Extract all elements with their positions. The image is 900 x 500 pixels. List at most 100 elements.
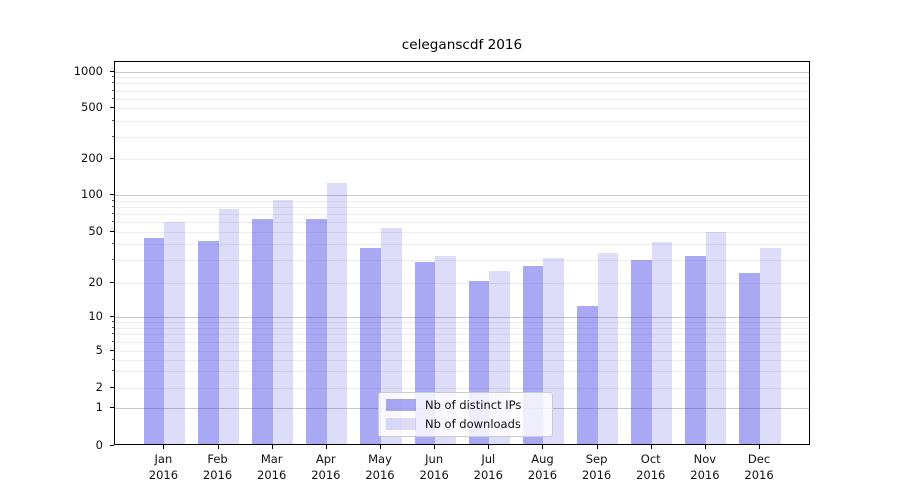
- x-tick-label-may: May 2016: [348, 451, 412, 483]
- y-tick-label-10: 10: [88, 309, 103, 323]
- bar-downloads-may: [381, 227, 402, 444]
- y-tick-mark-2: [109, 386, 114, 388]
- bar-downloads-nov: [705, 232, 727, 444]
- y-tick-label-500: 500: [81, 100, 103, 115]
- bar-downloads-dec: [760, 248, 781, 444]
- y-gridline-minor-5: [115, 350, 809, 352]
- x-tick-label-feb: Feb 2016: [186, 451, 250, 483]
- bar-distinct-ips-oct: [631, 260, 652, 444]
- bar-distinct-ips-nov: [685, 256, 706, 444]
- y-minor-tick-mark-6: [111, 340, 114, 342]
- y-minor-tick-mark-80: [111, 206, 114, 208]
- legend-entry-downloads: Nb of downloads: [386, 417, 544, 431]
- y-gridline-minor-7: [115, 334, 809, 336]
- x-tick-year-apr: 2016: [311, 468, 341, 482]
- bar-distinct-ips-apr: [306, 218, 327, 444]
- y-gridline-minor-70: [115, 214, 809, 216]
- x-tick-label-sep: Sep 2016: [565, 451, 629, 483]
- legend-label-downloads: Nb of downloads: [425, 417, 521, 431]
- y-tick-label-1: 1: [95, 400, 103, 415]
- y-minor-tick-mark-8: [111, 326, 114, 328]
- x-tick-label-mar: Mar 2016: [240, 451, 304, 483]
- x-tick-mark-mar: [271, 445, 273, 449]
- y-minor-tick-mark-90: [111, 199, 114, 201]
- y-tick-mark-20: [109, 281, 114, 283]
- x-tick-month-feb: Feb: [207, 452, 228, 466]
- x-tick-label-apr: Apr 2016: [294, 451, 358, 483]
- x-tick-year-feb: 2016: [202, 468, 233, 482]
- bar-distinct-ips-sep: [577, 305, 598, 444]
- x-tick-month-jun: Jun: [425, 452, 444, 466]
- bar-downloads-mar: [272, 200, 294, 444]
- y-minor-tick-mark-800: [111, 82, 114, 84]
- x-tick-month-oct: Oct: [640, 452, 661, 466]
- y-gridline-minor-8: [115, 327, 809, 329]
- x-tick-mark-jul: [488, 445, 490, 449]
- bar-downloads-feb: [218, 208, 240, 444]
- y-tick-label-20: 20: [88, 274, 103, 289]
- y-tick-label-50: 50: [88, 224, 103, 238]
- bar-downloads-oct: [651, 242, 673, 444]
- x-tick-year-may: 2016: [365, 468, 395, 482]
- y-tick-label-2: 2: [95, 379, 103, 394]
- x-tick-mark-may: [380, 445, 381, 449]
- bar-downloads-sep: [597, 253, 619, 444]
- x-tick-month-sep: Sep: [585, 452, 608, 466]
- x-tick-mark-jan: [163, 445, 165, 449]
- y-minor-tick-mark-600: [111, 97, 114, 99]
- y-minor-tick-mark-60: [111, 221, 114, 223]
- y-tick-mark-10: [109, 316, 114, 317]
- x-tick-month-dec: Dec: [747, 452, 771, 466]
- y-gridline-minor-30: [115, 260, 809, 262]
- y-minor-tick-mark-400: [111, 119, 114, 121]
- x-tick-year-dec: 2016: [744, 468, 774, 482]
- y-tick-label-1000: 1000: [73, 63, 103, 78]
- x-tick-label-nov: Nov 2016: [673, 451, 737, 483]
- x-tick-month-jul: Jul: [481, 452, 496, 466]
- x-tick-label-aug: Aug 2016: [510, 451, 574, 483]
- x-tick-year-jun: 2016: [419, 468, 449, 482]
- x-tick-label-jun: Jun 2016: [402, 451, 466, 483]
- bar-distinct-ips-feb: [197, 240, 219, 444]
- x-tick-mark-apr: [325, 445, 327, 449]
- y-tick-mark-50: [109, 231, 114, 232]
- legend-swatch-distinct-ips: [386, 399, 416, 411]
- y-gridline-minor-800: [115, 83, 809, 85]
- y-tick-mark-1: [109, 407, 114, 409]
- y-gridline-minor-40: [115, 244, 809, 246]
- y-gridline-major-1000: [115, 71, 809, 73]
- y-minor-tick-mark-9: [111, 321, 114, 323]
- x-tick-month-apr: Apr: [315, 452, 336, 466]
- y-minor-tick-mark-900: [111, 76, 114, 78]
- x-tick-label-dec: Dec 2016: [727, 451, 791, 483]
- x-tick-year-mar: 2016: [257, 468, 287, 482]
- y-gridline-minor-60: [115, 222, 809, 224]
- plot-area: [114, 61, 810, 445]
- y-gridline-minor-20: [115, 282, 809, 284]
- y-gridline-minor-400: [115, 120, 809, 122]
- y-minor-tick-mark-3: [111, 370, 114, 372]
- x-tick-mark-oct: [650, 445, 652, 449]
- x-tick-year-nov: 2016: [690, 468, 720, 482]
- y-gridline-minor-3: [115, 371, 809, 373]
- x-tick-year-oct: 2016: [636, 468, 666, 482]
- y-gridline-minor-600: [115, 98, 809, 100]
- y-gridline-minor-4: [115, 359, 809, 361]
- bar-downloads-jan: [164, 222, 185, 444]
- legend: Nb of distinct IPs Nb of downloads: [378, 392, 553, 437]
- y-gridline-minor-50: [115, 232, 809, 233]
- x-tick-mark-sep: [596, 445, 598, 449]
- y-gridline-minor-6: [115, 341, 809, 343]
- x-tick-month-jan: Jan: [154, 452, 173, 466]
- y-tick-label-100: 100: [81, 187, 103, 202]
- x-tick-month-nov: Nov: [693, 452, 717, 466]
- bar-distinct-ips-dec: [739, 272, 761, 444]
- y-minor-tick-mark-40: [111, 243, 114, 245]
- y-gridline-minor-2: [115, 387, 809, 389]
- y-minor-tick-mark-300: [111, 135, 114, 137]
- y-minor-tick-mark-7: [111, 333, 114, 335]
- x-tick-year-jul: 2016: [473, 468, 503, 482]
- y-gridline-minor-90: [115, 200, 809, 202]
- y-tick-mark-0: [109, 445, 114, 446]
